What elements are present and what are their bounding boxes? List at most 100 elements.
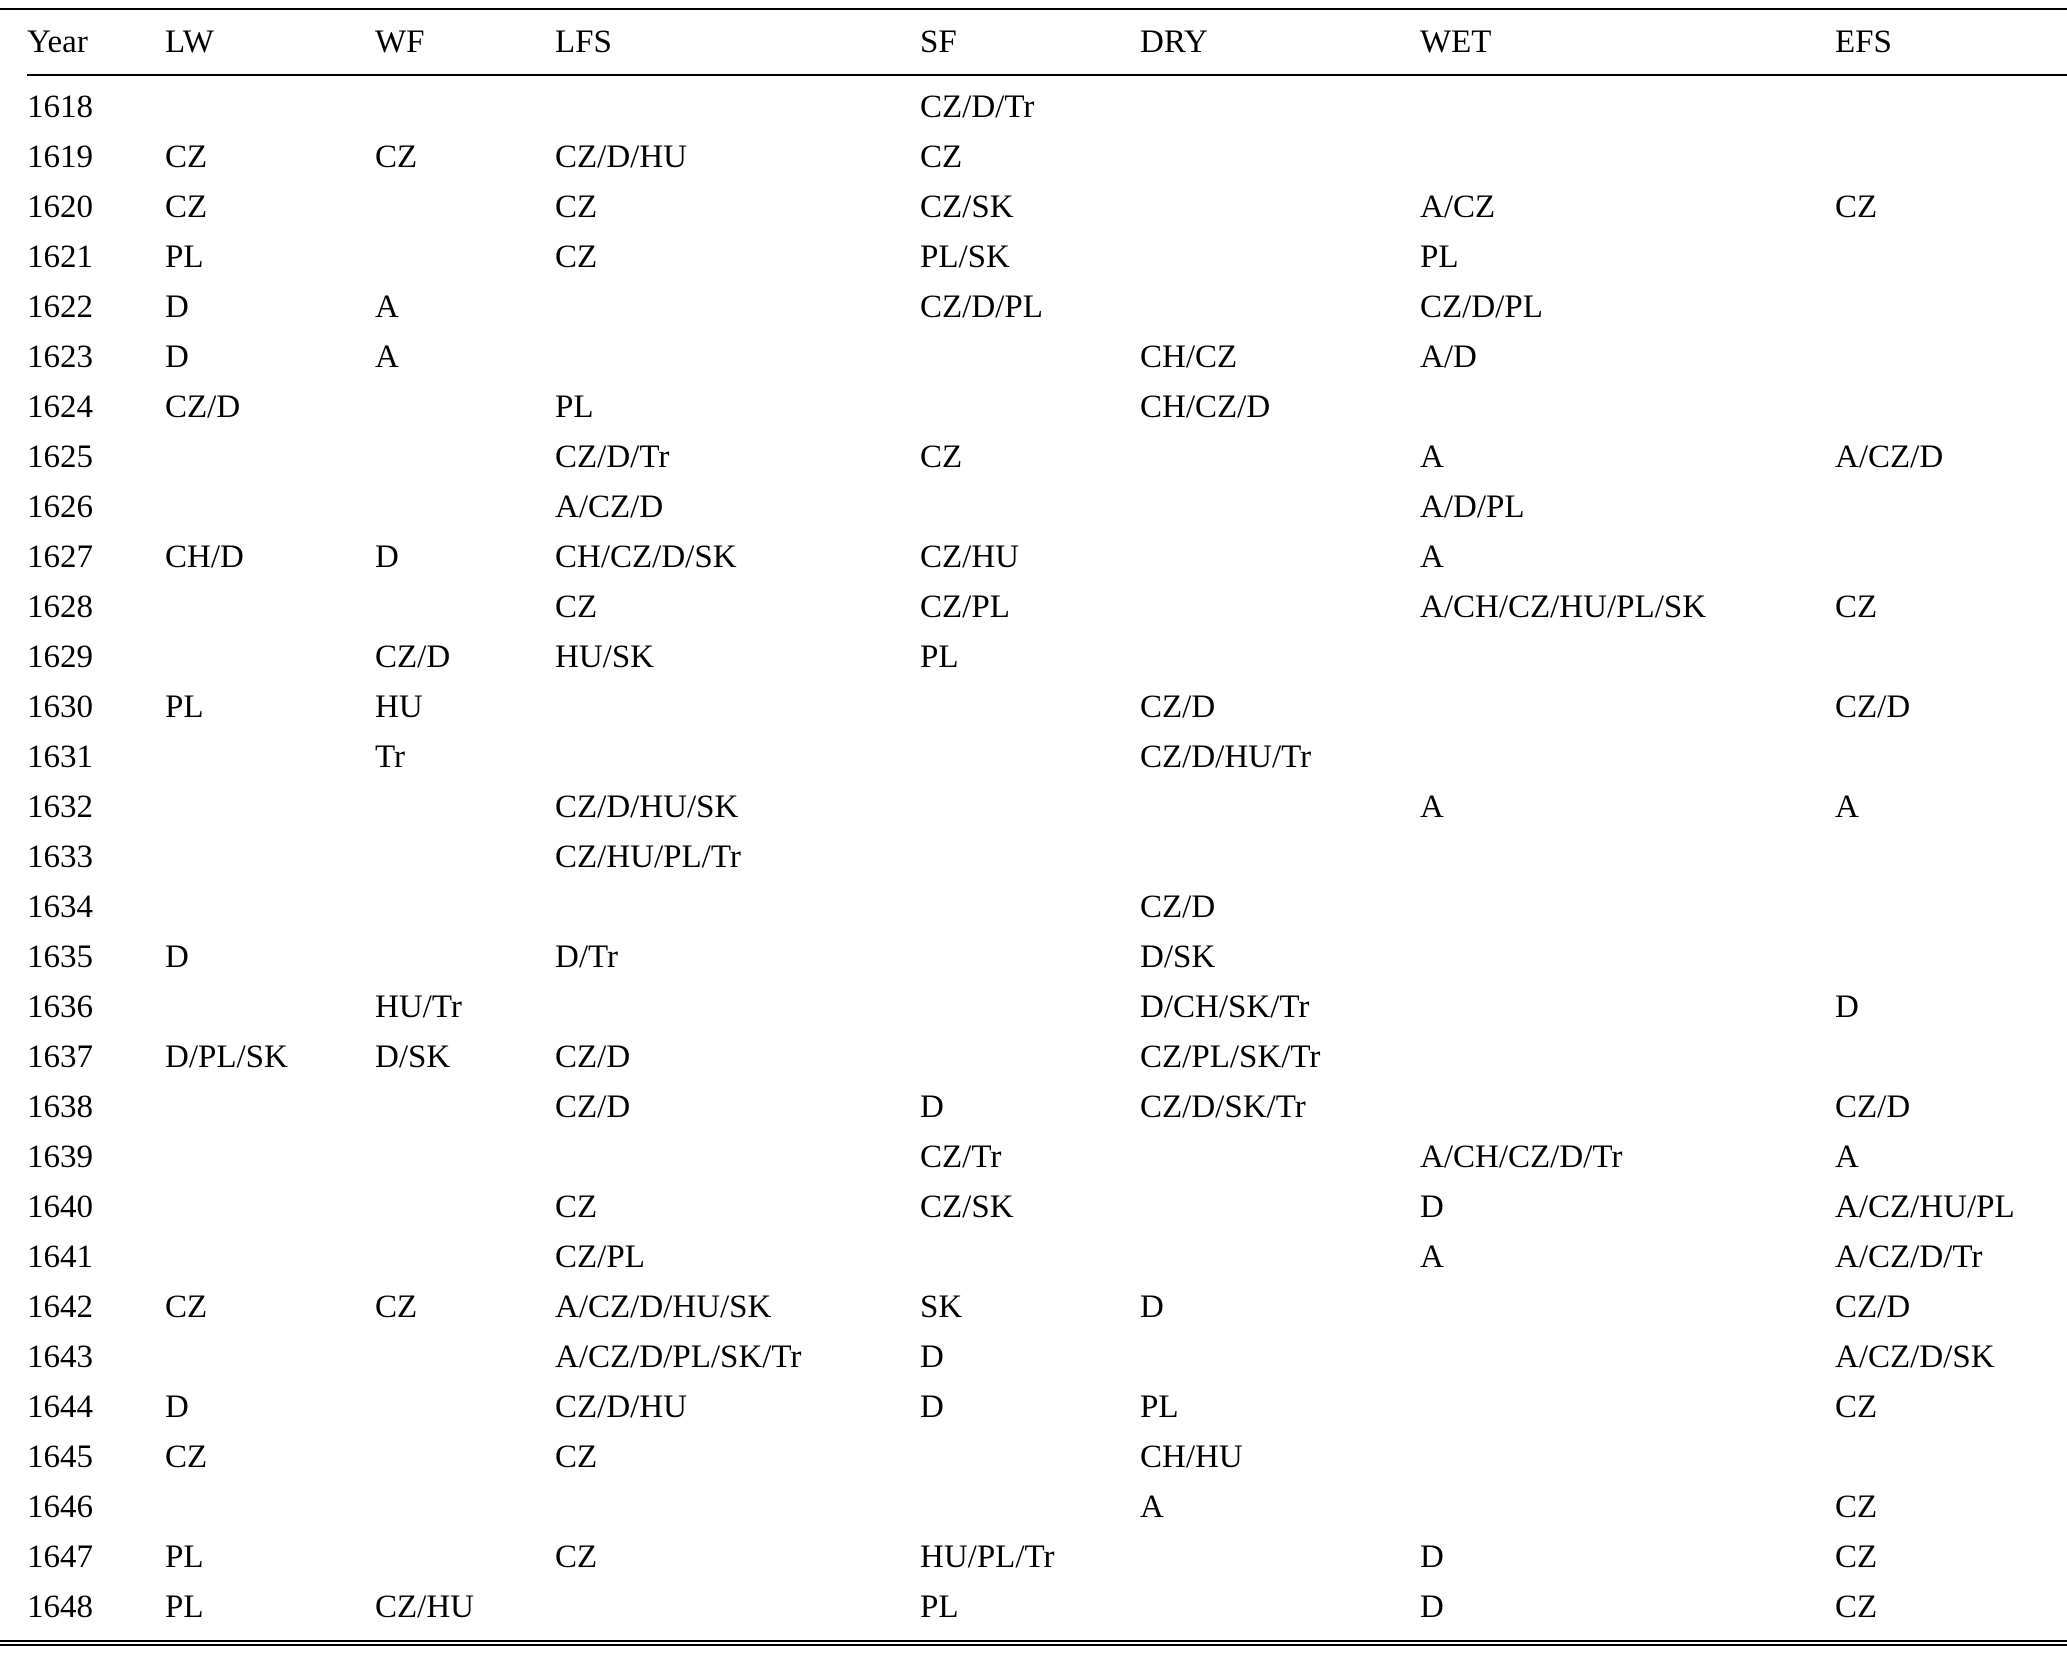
table-cell: A/CZ/D/SK: [1835, 1338, 1995, 1375]
table-cell: A: [1835, 788, 1859, 825]
table-cell: [555, 75, 920, 132]
year-cell: 1640: [27, 1188, 93, 1225]
table-cell: CZ/D/Tr: [555, 438, 670, 475]
table-cell: CZ: [1835, 1488, 1878, 1525]
table-cell: [165, 482, 375, 532]
table-cell: CZ: [165, 1438, 208, 1475]
table-cell: [375, 482, 555, 532]
table-row: 1623 D A CH/CZ A/D: [27, 332, 2067, 382]
table-cell: CH/CZ/D: [1140, 388, 1271, 425]
table-cell: CZ/D/HU/SK: [555, 788, 739, 825]
table-cell: [920, 482, 1140, 532]
table-cell: PL: [165, 238, 204, 275]
table-row: 1631 Tr CZ/D/HU/Tr: [27, 732, 2067, 782]
table-cell: CZ: [1835, 588, 1878, 625]
year-cell: 1636: [27, 988, 93, 1025]
table-row: 1637 D/PL/SK D/SK CZ/D CZ/PL/SK/Tr: [27, 1032, 2067, 1082]
table-cell: [375, 1432, 555, 1482]
year-cell: 1623: [27, 338, 93, 375]
column-header-efs: EFS: [1835, 10, 2067, 76]
table-cell: CZ: [165, 1288, 208, 1325]
table-cell: [1420, 982, 1835, 1032]
year-cell: 1631: [27, 738, 93, 775]
table-cell: [1420, 682, 1835, 732]
table-cell: [555, 982, 920, 1032]
table-cell: [1420, 882, 1835, 932]
table-cell: D: [1420, 1188, 1444, 1225]
table-cell: D: [165, 288, 189, 325]
table-cell: A/CZ/D/PL/SK/Tr: [555, 1338, 802, 1375]
table-cell: CZ: [165, 188, 208, 225]
table-cell: [165, 582, 375, 632]
table-cell: CZ: [555, 238, 598, 275]
table-body: 1618 CZ/D/Tr 1619 CZ CZ CZ/D/HU CZ 1620 CZ CZ CZ/S…: [27, 75, 2067, 1640]
table-cell: [375, 232, 555, 282]
table-cell: [165, 782, 375, 832]
table-cell: [1835, 632, 2067, 682]
column-header-dry: DRY: [1140, 10, 1420, 76]
table-cell: D: [1140, 1288, 1164, 1325]
table-cell: [1835, 882, 2067, 932]
year-cell: 1648: [27, 1588, 93, 1625]
table-cell: [1140, 482, 1420, 532]
table-cell: [555, 1582, 920, 1640]
table-row: 1644 D CZ/D/HU D PL CZ: [27, 1382, 2067, 1432]
table-cell: [165, 1232, 375, 1282]
table-cell: A/CZ/HU/PL: [1835, 1188, 2015, 1225]
table-cell: [555, 882, 920, 932]
column-header-wf: WF: [375, 10, 555, 76]
table-cell: CZ: [1835, 1538, 1878, 1575]
table-cell: [1140, 1582, 1420, 1640]
table-cell: D: [375, 538, 399, 575]
table-cell: [1835, 1432, 2067, 1482]
table-cell: D/SK: [375, 1038, 451, 1075]
table-cell: [375, 1382, 555, 1432]
table-cell: [375, 832, 555, 882]
table-row: 1648 PL CZ/HU PL D CZ: [27, 1582, 2067, 1640]
table-cell: [1835, 532, 2067, 582]
table-cell: CH/CZ/D/SK: [555, 538, 737, 575]
table-cell: CH/D: [165, 538, 244, 575]
table-cell: [920, 1032, 1140, 1082]
table-cell: A: [1420, 788, 1444, 825]
table-cell: HU/PL/Tr: [920, 1538, 1055, 1575]
table-cell: [1140, 832, 1420, 882]
table-cell: CZ/D/HU: [555, 1388, 687, 1425]
table-cell: CH/HU: [1140, 1438, 1243, 1475]
table-cell: [375, 75, 555, 132]
table-row: 1624 CZ/D PL CH/CZ/D: [27, 382, 2067, 432]
table-cell: [165, 732, 375, 782]
table-row: 1632 CZ/D/HU/SK A A: [27, 782, 2067, 832]
table-cell: [1835, 332, 2067, 382]
table-cell: [1835, 75, 2067, 132]
table-row: 1618 CZ/D/Tr: [27, 75, 2067, 132]
table-cell: [375, 1082, 555, 1132]
table-cell: D: [920, 1338, 944, 1375]
table-cell: [165, 632, 375, 682]
table-cell: A/CZ/D/Tr: [1835, 1238, 1983, 1275]
table-cell: [1140, 1182, 1420, 1232]
table-cell: CZ/D/Tr: [920, 88, 1035, 125]
table-row: 1643 A/CZ/D/PL/SK/Tr D A/CZ/D/SK: [27, 1332, 2067, 1382]
table-cell: D: [165, 338, 189, 375]
table-cell: [1140, 432, 1420, 482]
table-cell: [165, 832, 375, 882]
table-cell: CZ: [165, 138, 208, 175]
table-cell: [555, 332, 920, 382]
table-cell: [1140, 632, 1420, 682]
year-cell: 1638: [27, 1088, 93, 1125]
table-cell: [1140, 532, 1420, 582]
table-cell: [920, 732, 1140, 782]
table-row: 1638 CZ/D D CZ/D/SK/Tr CZ/D: [27, 1082, 2067, 1132]
table-cell: PL: [165, 1538, 204, 1575]
table-row: 1640 CZ CZ/SK D A/CZ/HU/PL: [27, 1182, 2067, 1232]
table-cell: CZ: [375, 138, 418, 175]
table-cell: A: [1835, 1138, 1859, 1175]
table-cell: A: [1140, 1488, 1164, 1525]
table-row: 1628 CZ CZ/PL A/CH/CZ/HU/PL/SK CZ: [27, 582, 2067, 632]
year-cell: 1622: [27, 288, 93, 325]
table-cell: [1140, 232, 1420, 282]
table-cell: CZ: [555, 1538, 598, 1575]
table-row: 1641 CZ/PL A A/CZ/D/Tr: [27, 1232, 2067, 1282]
table-cell: [1140, 782, 1420, 832]
